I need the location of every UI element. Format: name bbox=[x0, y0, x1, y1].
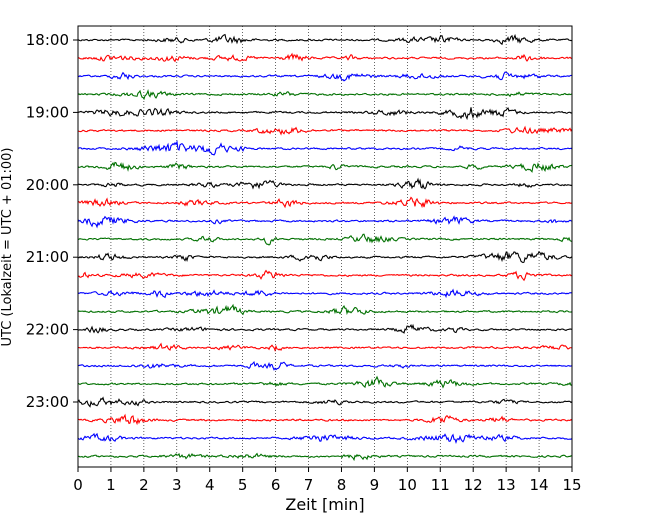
x-tick-label: 13 bbox=[497, 476, 516, 494]
trace-line bbox=[77, 33, 573, 46]
trace-line bbox=[77, 288, 573, 299]
trace-line bbox=[77, 432, 573, 444]
x-tick-label: 2 bbox=[139, 476, 149, 494]
plot-frame bbox=[77, 25, 573, 468]
x-tick-label: 15 bbox=[562, 476, 581, 494]
y-tick-label: 21:00 bbox=[26, 248, 69, 266]
trace-line bbox=[77, 413, 573, 426]
y-tick-label: 20:00 bbox=[26, 176, 69, 194]
x-tick-label: 11 bbox=[431, 476, 450, 494]
trace-line bbox=[77, 396, 573, 408]
x-tick-label: 8 bbox=[337, 476, 347, 494]
x-tick-label: 4 bbox=[205, 476, 215, 494]
x-tick-label: 6 bbox=[271, 476, 281, 494]
x-tick-label: 3 bbox=[172, 476, 182, 494]
y-tick-label: 19:00 bbox=[26, 103, 69, 121]
x-tick-label: 10 bbox=[398, 476, 417, 494]
trace-group bbox=[77, 33, 573, 462]
trace-line bbox=[77, 161, 573, 173]
trace-line bbox=[77, 323, 573, 334]
y-axis-title: UTC (Lokalzeit = UTC + 01:00) bbox=[0, 148, 15, 347]
trace-line bbox=[77, 269, 573, 282]
trace-line bbox=[77, 452, 573, 462]
x-axis-title: Zeit [min] bbox=[285, 495, 364, 514]
x-tick-label: 0 bbox=[73, 476, 83, 494]
y-tick-label: 22:00 bbox=[26, 321, 69, 339]
trace-line bbox=[77, 177, 573, 190]
trace-line bbox=[77, 303, 573, 316]
x-tick-label: 1 bbox=[106, 476, 116, 494]
y-tick-label: 23:00 bbox=[26, 393, 69, 411]
y-tick-label: 18:00 bbox=[26, 31, 69, 49]
x-axis: 0 1 2 3 4 5 6 7 8 9 10 11 12 13 14 15 bbox=[73, 467, 582, 494]
trace-line bbox=[77, 375, 572, 389]
x-tick-label: 5 bbox=[238, 476, 248, 494]
trace-line bbox=[77, 52, 573, 63]
trace-line bbox=[77, 125, 573, 136]
x-tick-label: 9 bbox=[370, 476, 380, 494]
x-tick-label: 14 bbox=[530, 476, 549, 494]
trace-line bbox=[77, 88, 573, 101]
trace-line bbox=[77, 233, 573, 246]
trace-line bbox=[77, 360, 573, 371]
x-tick-label: 12 bbox=[464, 476, 483, 494]
trace-line bbox=[77, 342, 573, 352]
trace-line bbox=[77, 71, 572, 82]
trace-line bbox=[77, 139, 573, 156]
x-tick-label: 7 bbox=[304, 476, 314, 494]
y-axis: 18:00 19:00 20:00 21:00 22:00 23:00 bbox=[26, 31, 78, 411]
trace-line bbox=[77, 215, 573, 229]
trace-line bbox=[77, 250, 573, 264]
trace-line bbox=[77, 107, 573, 121]
plot-area-background bbox=[78, 26, 572, 467]
trace-line bbox=[77, 196, 573, 209]
